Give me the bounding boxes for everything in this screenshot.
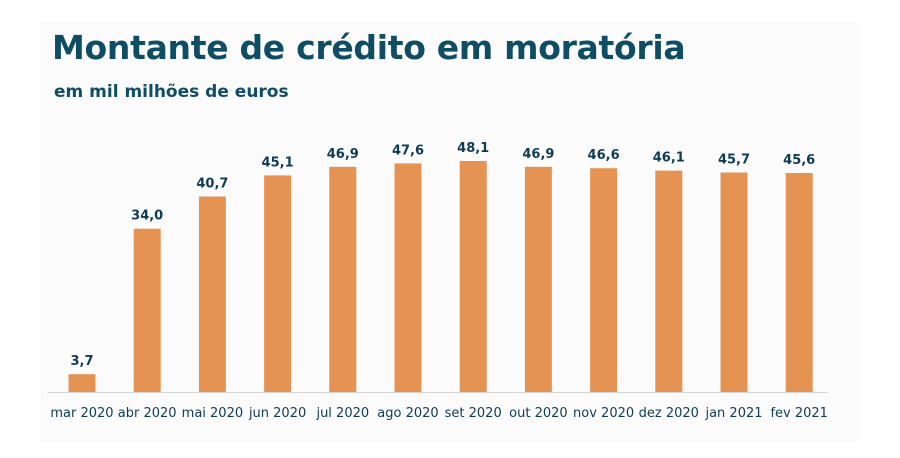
chart-subtitle: em mil milhões de euros: [54, 82, 289, 102]
x-tick-labels-group: mar 2020 abr 2020 mai 2020 jun 2020 jul 2020…: [50, 406, 828, 421]
x-tick-label: mar 2020: [50, 406, 113, 421]
bar-jul-2020: [329, 166, 357, 392]
value-label: 46,9: [327, 147, 359, 162]
value-label: 3,7: [70, 354, 93, 369]
bar-fev-2021: [785, 173, 813, 392]
bar-abr-2020: [133, 228, 161, 392]
bar-mai-2020: [198, 196, 226, 392]
x-tick-label: mai 2020: [182, 406, 243, 421]
bar-ago-2020: [394, 163, 422, 392]
value-label: 45,1: [262, 155, 294, 170]
x-tick-label: set 2020: [445, 406, 502, 421]
value-label: 45,6: [783, 153, 815, 168]
value-label: 48,1: [457, 141, 489, 156]
x-tick-label: jul 2020: [315, 406, 369, 421]
bar-jun-2020: [264, 175, 292, 392]
value-label: 34,0: [131, 209, 163, 224]
x-tick-label: jun 2020: [248, 406, 306, 421]
bars-group: [68, 161, 813, 392]
value-label: 45,7: [718, 153, 750, 168]
bar-set-2020: [459, 161, 487, 392]
bar-out-2020: [524, 166, 552, 392]
x-tick-label: fev 2021: [770, 406, 827, 421]
bar-dez-2020: [655, 170, 683, 392]
bar-jan-2021: [720, 172, 748, 392]
chart-title: Montante de crédito em moratória: [52, 28, 686, 67]
value-labels-group: 3,7 34,0 40,7 45,1 46,9 47,6 48,1 46,9 46,6 46,1 4…: [70, 141, 815, 369]
bar-nov-2020: [590, 168, 618, 392]
value-label: 46,1: [653, 151, 685, 166]
value-label: 46,6: [588, 148, 620, 163]
bar-mar-2020: [68, 374, 96, 392]
value-label: 46,9: [522, 147, 554, 162]
x-tick-label: dez 2020: [639, 406, 699, 421]
value-label: 40,7: [196, 177, 228, 192]
x-tick-label: ago 2020: [377, 406, 438, 421]
value-label: 47,6: [392, 143, 424, 158]
x-tick-label: nov 2020: [573, 406, 634, 421]
x-tick-label: abr 2020: [118, 406, 177, 421]
x-tick-label: out 2020: [509, 406, 568, 421]
x-tick-label: jan 2021: [704, 406, 762, 421]
